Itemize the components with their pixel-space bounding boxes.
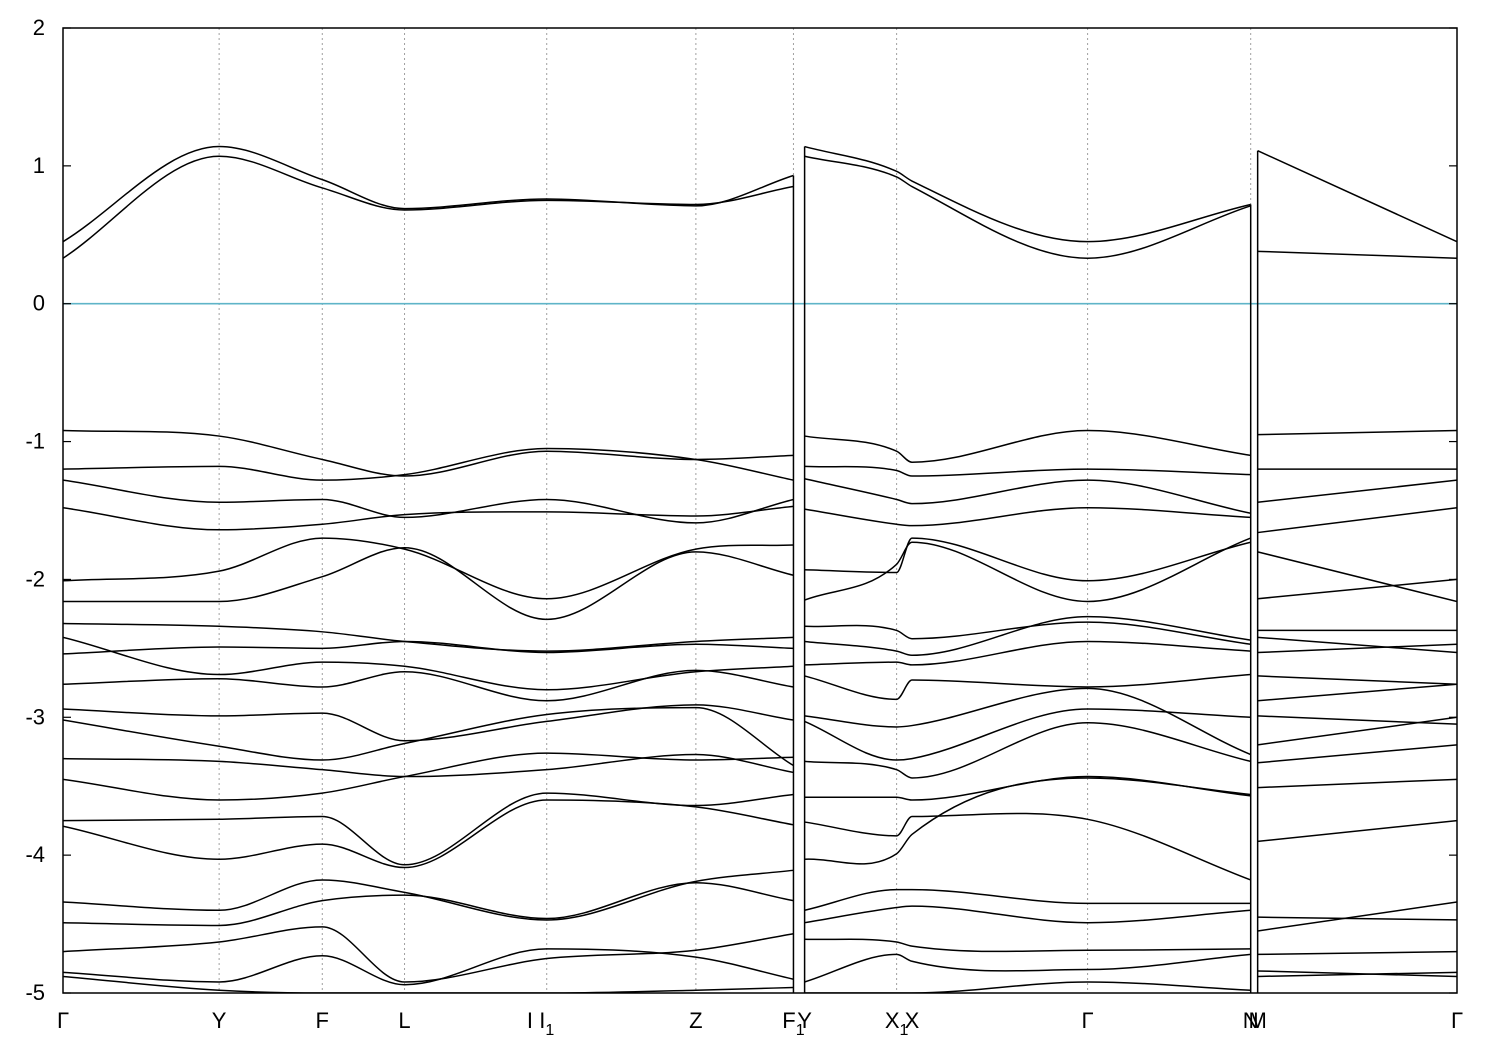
band-4-segment-0 [63, 479, 794, 524]
segment-boundary-layer [792, 146, 1259, 993]
band-11-segment-2 [1257, 675, 1457, 685]
band-7-segment-0 [63, 546, 794, 621]
band-layer [63, 145, 1457, 993]
band-7-segment-2 [1257, 551, 1457, 603]
x-tick-label-13: M [1248, 1008, 1266, 1033]
band-17-segment-2 [1257, 744, 1457, 764]
band-15-segment-0 [63, 752, 794, 801]
y-tick-label: -5 [25, 980, 45, 1005]
band-5-segment-2 [1257, 506, 1457, 534]
band-0-segment-0 [63, 145, 794, 243]
x-tick-label-8: Y [797, 1008, 812, 1033]
x-tick-label-6: Z [689, 1008, 702, 1033]
band-20-segment-1 [804, 938, 1251, 953]
band-1-segment-2 [1257, 250, 1457, 259]
x-tick-label-4: I [527, 1008, 533, 1033]
x-tick-label-14: Γ [1451, 1008, 1463, 1033]
band-16-segment-2 [1257, 819, 1457, 843]
band-8-segment-1 [804, 621, 1251, 645]
band-6-segment-2 [1257, 578, 1457, 600]
band-20-segment-0 [63, 926, 794, 983]
band-6-segment-0 [63, 537, 794, 600]
band-15-segment-1 [804, 775, 1251, 801]
band-4-segment-2 [1257, 479, 1457, 503]
band-9-segment-0 [63, 636, 794, 691]
y-tick-label: -4 [25, 842, 45, 867]
x-tick-label-10: X [905, 1008, 920, 1033]
band-11-segment-1 [804, 673, 1251, 701]
y-tick-label: -1 [25, 429, 45, 454]
band-19-segment-0 [63, 881, 794, 927]
y-tick-label: -2 [25, 566, 45, 591]
band-14-segment-0 [63, 753, 794, 778]
band-12-segment-0 [63, 704, 794, 742]
x-tick-label-2: F [316, 1008, 329, 1033]
band-22-segment-0 [63, 975, 794, 993]
band-15-segment-2 [1257, 778, 1457, 789]
x-axis: Γ Y F L I I1 Z F1Y X1X Γ NM Γ [57, 1008, 1463, 1039]
band-22-segment-1 [804, 981, 1251, 993]
band-19-segment-2 [1257, 916, 1457, 921]
band-12-segment-1 [804, 687, 1251, 756]
band-6-segment-1 [804, 537, 1251, 582]
band-5-segment-1 [804, 506, 1251, 527]
band-21-segment-1 [804, 953, 1251, 983]
band-10-segment-2 [1257, 636, 1457, 654]
band-17-segment-1 [804, 777, 1251, 865]
band-7-segment-1 [804, 537, 1251, 603]
band-2-segment-1 [804, 429, 1251, 464]
y-tick-label: -3 [25, 704, 45, 729]
y-tick-label: 1 [33, 153, 45, 178]
band-18-segment-0 [63, 869, 794, 921]
band-14-segment-1 [804, 722, 1251, 779]
band-4-segment-1 [804, 478, 1251, 514]
y-tick-label: 2 [33, 15, 45, 40]
band-13-segment-0 [63, 706, 794, 767]
band-20-segment-2 [1257, 950, 1457, 956]
band-10-segment-0 [63, 640, 794, 655]
band-10-segment-1 [804, 615, 1251, 657]
band-21-segment-0 [63, 948, 794, 986]
band-3-segment-0 [63, 447, 794, 481]
band-2-segment-0 [63, 429, 794, 477]
x-tick-label-11: Γ [1082, 1008, 1094, 1033]
band-11-segment-0 [63, 669, 794, 702]
band-0-segment-2 [1257, 150, 1457, 243]
band-17-segment-0 [63, 799, 794, 869]
band-3-segment-1 [804, 465, 1251, 477]
x-tick-label-3: L [398, 1008, 410, 1033]
band-8-segment-0 [63, 622, 794, 652]
band-16-segment-1 [804, 812, 1251, 881]
band-22-segment-2 [1257, 970, 1457, 978]
plot-frame [62, 27, 1458, 994]
grid-layer [218, 28, 1252, 993]
band-2-segment-2 [1257, 429, 1457, 436]
x-tick-label-12: N [1243, 1008, 1259, 1033]
x-tick-label-0: Γ [57, 1008, 69, 1033]
band-9-segment-1 [804, 640, 1251, 666]
band-18-segment-1 [804, 888, 1251, 912]
x-tick-label-5: I1 [539, 1008, 554, 1039]
band-14-segment-2 [1257, 716, 1457, 746]
y-axis: -5 -4 -3 -2 -1 0 1 2 [25, 15, 1457, 1005]
band-19-segment-1 [804, 905, 1251, 924]
x-tick-label-1: Y [212, 1008, 227, 1033]
band-13-segment-1 [804, 708, 1251, 761]
band-9-segment-2 [1257, 643, 1457, 654]
band-12-segment-2 [1257, 683, 1457, 702]
band-18-segment-2 [1257, 901, 1457, 932]
band-1-segment-0 [63, 155, 794, 259]
band-13-segment-2 [1257, 715, 1457, 725]
band-0-segment-1 [804, 145, 1251, 243]
y-tick-label: 0 [33, 291, 45, 316]
band-1-segment-1 [804, 155, 1251, 259]
band-5-segment-0 [63, 505, 794, 531]
